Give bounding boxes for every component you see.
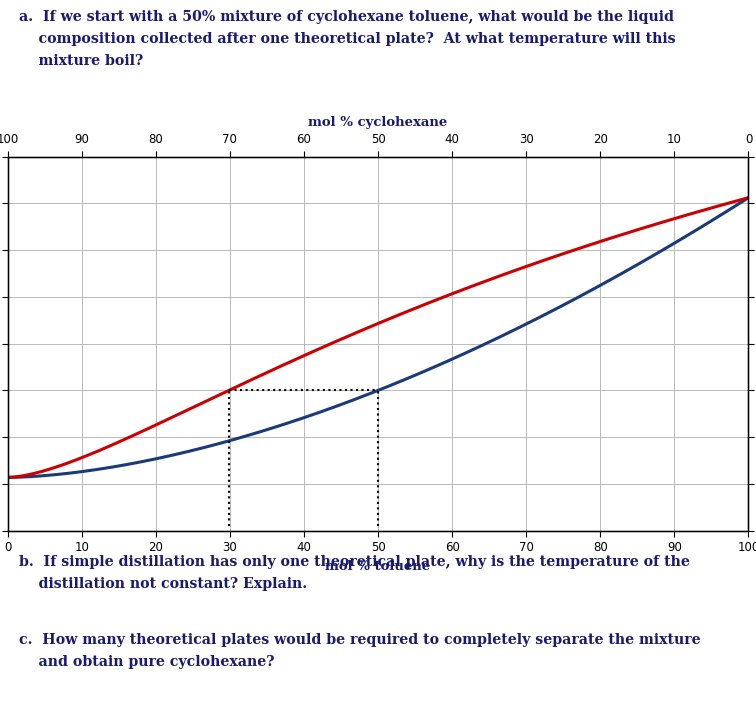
X-axis label: mol % toluene: mol % toluene <box>325 560 431 573</box>
Text: b.  If simple distillation has only one theoretical plate, why is the temperatur: b. If simple distillation has only one t… <box>19 555 689 591</box>
X-axis label: mol % cyclohexane: mol % cyclohexane <box>308 116 448 129</box>
Text: a.  If we start with a 50% mixture of cyclohexane toluene, what would be the liq: a. If we start with a 50% mixture of cyc… <box>19 10 675 69</box>
Text: c.  How many theoretical plates would be required to completely separate the mix: c. How many theoretical plates would be … <box>19 633 700 669</box>
